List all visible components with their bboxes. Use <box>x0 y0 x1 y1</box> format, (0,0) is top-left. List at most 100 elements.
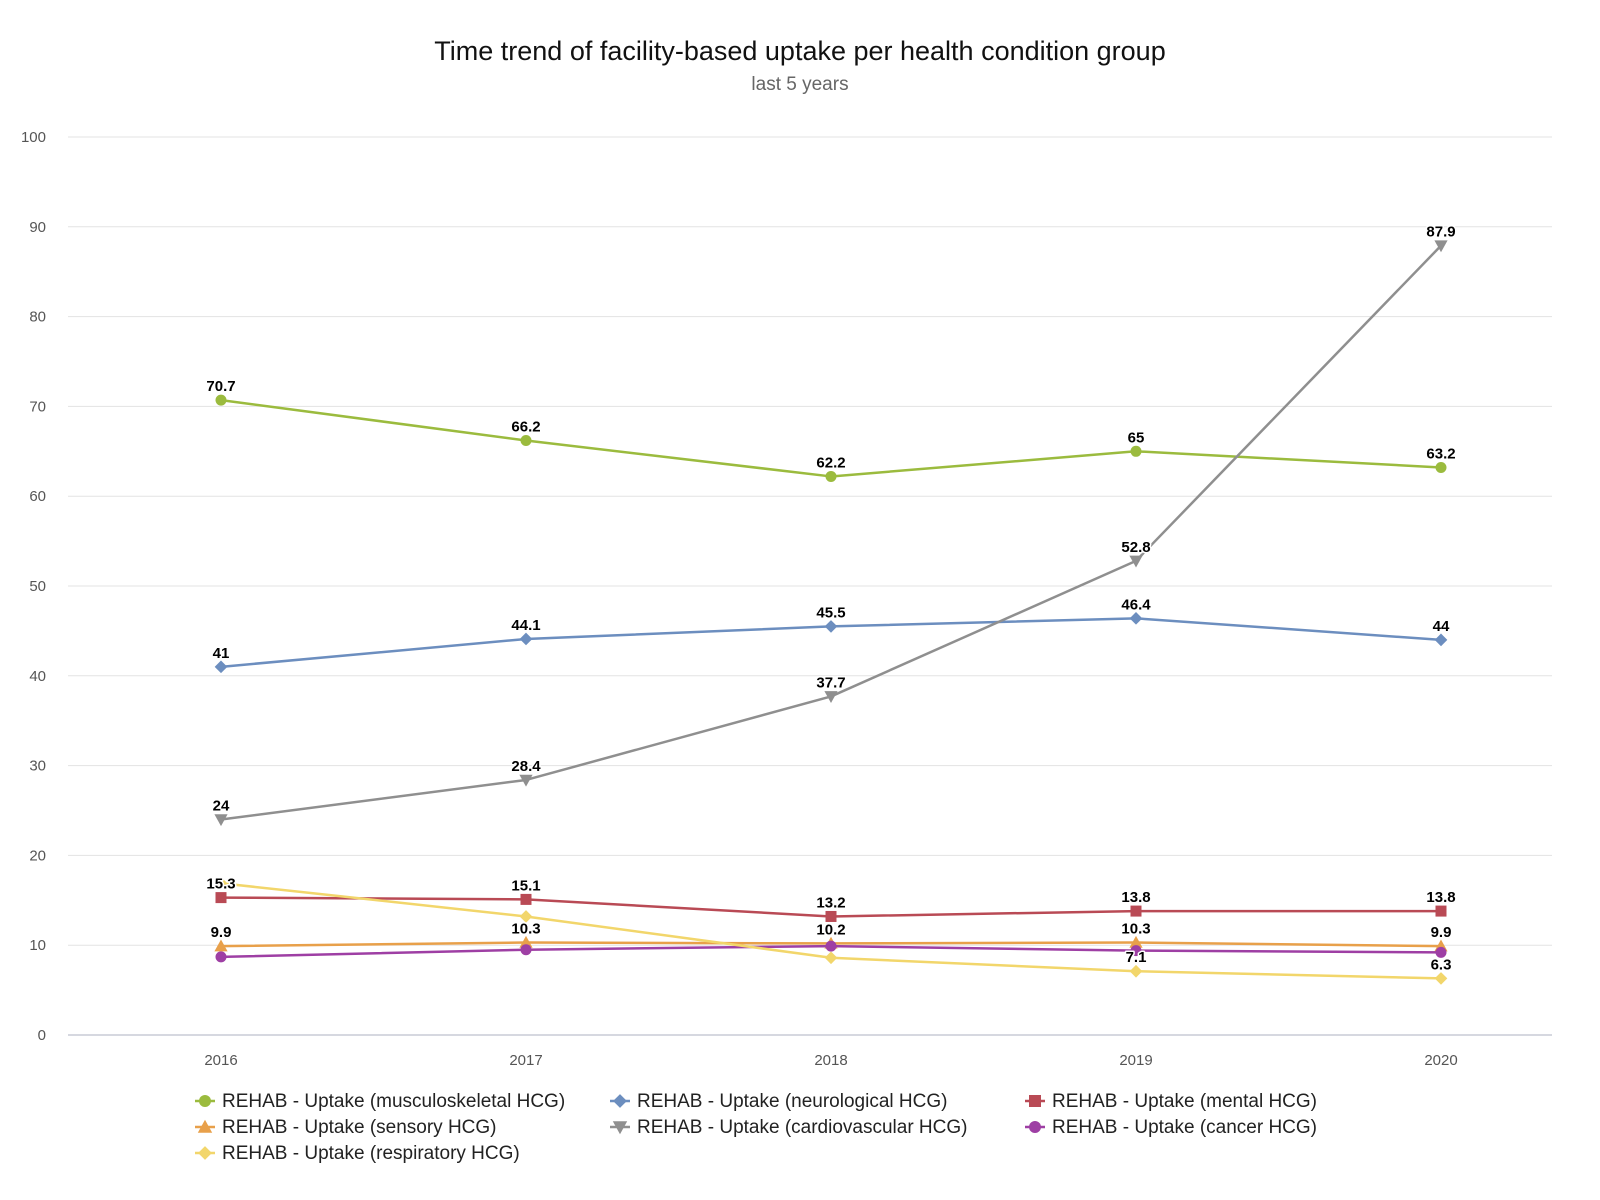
legend-marker[interactable] <box>198 1146 212 1160</box>
data-point[interactable] <box>519 632 533 646</box>
legend-label: REHAB - Uptake (musculoskeletal HCG) <box>222 1091 565 1112</box>
data-point[interactable] <box>1434 972 1448 985</box>
data-label: 28.4 <box>511 758 541 775</box>
data-point[interactable] <box>520 893 532 905</box>
data-label: 63.2 <box>1426 445 1455 462</box>
legend[interactable]: REHAB - Uptake (musculoskeletal HCG) REHA… <box>195 1091 1317 1164</box>
series-1 <box>214 612 1448 674</box>
y-tick-label: 20 <box>29 847 46 864</box>
legend-item[interactable]: REHAB - Uptake (mental HCG) <box>1025 1091 1317 1112</box>
data-point[interactable] <box>519 774 533 787</box>
legend-marker[interactable] <box>613 1094 627 1108</box>
data-label: 13.8 <box>1426 889 1455 906</box>
legend-label: REHAB - Uptake (neurological HCG) <box>637 1091 947 1112</box>
y-tick-label: 100 <box>21 129 46 146</box>
y-tick-label: 10 <box>29 937 46 954</box>
legend-item[interactable]: REHAB - Uptake (neurological HCG) <box>610 1091 947 1112</box>
legend-label: REHAB - Uptake (respiratory HCG) <box>222 1143 520 1164</box>
chart-title: Time trend of facility-based uptake per … <box>434 36 1165 66</box>
data-point[interactable] <box>1129 612 1143 625</box>
data-label: 24 <box>213 797 230 814</box>
data-label: 13.2 <box>816 894 845 911</box>
y-tick-label: 90 <box>29 219 46 236</box>
data-point[interactable] <box>215 951 227 963</box>
data-label: 41 <box>213 645 230 662</box>
grid-layer: 0 10 20 30 40 50 60 70 80 90 100 2016 2017 2018 2019 20… <box>21 129 1552 1069</box>
y-tick-label: 50 <box>29 578 46 595</box>
legend-item[interactable]: REHAB - Uptake (cancer HCG) <box>1025 1117 1317 1138</box>
x-tick-label: 2019 <box>1119 1052 1152 1069</box>
data-label: 62.2 <box>816 454 845 471</box>
data-point[interactable] <box>1435 461 1447 473</box>
data-label: 45.5 <box>816 604 845 621</box>
data-label-layer: 70.7 66.2 62.2 65 63.2 41 44.1 45.5 46.4 44 15.3 15… <box>205 222 1457 975</box>
legend-label: REHAB - Uptake (cardiovascular HCG) <box>637 1117 967 1138</box>
series-line[interactable] <box>220 244 1442 821</box>
data-point[interactable] <box>1130 905 1142 917</box>
y-tick-label: 0 <box>38 1027 46 1044</box>
data-point[interactable] <box>519 935 533 948</box>
data-point[interactable] <box>1435 946 1447 958</box>
data-point[interactable] <box>214 876 228 890</box>
data-point[interactable] <box>1129 935 1143 948</box>
data-point[interactable] <box>214 939 228 952</box>
data-point[interactable] <box>1130 445 1142 457</box>
legend-marker[interactable] <box>197 1119 213 1133</box>
y-tick-label: 70 <box>29 398 46 415</box>
data-point[interactable] <box>214 814 228 827</box>
data-label: 46.4 <box>1121 596 1151 613</box>
legend-item[interactable]: REHAB - Uptake (respiratory HCG) <box>195 1143 520 1164</box>
y-tick-label: 80 <box>29 309 46 326</box>
data-point[interactable] <box>824 691 838 704</box>
data-point[interactable] <box>824 620 838 633</box>
data-label: 7.1 <box>1126 949 1147 966</box>
data-label: 9.9 <box>211 924 232 941</box>
y-tick-label: 40 <box>29 668 46 685</box>
data-label: 6.3 <box>1431 956 1452 973</box>
data-point[interactable] <box>519 910 533 923</box>
chart-subtitle: last 5 years <box>751 74 848 95</box>
data-label: 44.1 <box>511 617 540 634</box>
legend-item[interactable]: REHAB - Uptake (sensory HCG) <box>195 1117 497 1138</box>
data-label: 52.8 <box>1121 539 1150 556</box>
data-point[interactable] <box>825 940 837 952</box>
data-label: 70.7 <box>206 378 235 395</box>
data-label: 37.7 <box>816 674 845 691</box>
legend-marker[interactable] <box>1029 1121 1041 1133</box>
series-2 <box>215 892 1447 922</box>
data-point[interactable] <box>214 660 228 674</box>
legend-item[interactable]: REHAB - Uptake (musculoskeletal HCG) <box>195 1091 565 1112</box>
legend-marker[interactable] <box>612 1121 628 1135</box>
data-point[interactable] <box>215 394 227 406</box>
y-tick-label: 60 <box>29 488 46 505</box>
data-label: 10.3 <box>1121 921 1150 938</box>
x-tick-label: 2016 <box>204 1052 237 1069</box>
data-point[interactable] <box>1129 555 1143 568</box>
data-point[interactable] <box>215 892 227 904</box>
data-point[interactable] <box>825 470 837 482</box>
series-6 <box>214 876 1448 985</box>
legend-label: REHAB - Uptake (cancer HCG) <box>1052 1117 1317 1138</box>
data-point[interactable] <box>520 944 532 956</box>
series-4 <box>214 240 1448 827</box>
data-point[interactable] <box>1434 240 1448 253</box>
data-label: 10.3 <box>511 921 540 938</box>
legend-marker[interactable] <box>199 1095 211 1107</box>
legend-label: REHAB - Uptake (mental HCG) <box>1052 1091 1317 1112</box>
data-point[interactable] <box>1435 905 1447 917</box>
data-label: 13.8 <box>1121 889 1150 906</box>
legend-marker[interactable] <box>1029 1095 1041 1107</box>
data-point[interactable] <box>1129 964 1143 978</box>
legend-item[interactable]: REHAB - Uptake (cardiovascular HCG) <box>610 1117 967 1138</box>
x-tick-label: 2020 <box>1424 1052 1457 1069</box>
data-label: 10.2 <box>816 921 845 938</box>
data-point[interactable] <box>824 951 838 965</box>
data-point[interactable] <box>1130 945 1142 957</box>
data-point[interactable] <box>825 910 837 922</box>
legend-label: REHAB - Uptake (sensory HCG) <box>222 1117 497 1138</box>
data-point[interactable] <box>520 435 532 447</box>
data-point[interactable] <box>1434 633 1448 647</box>
data-label: 15.3 <box>206 876 235 893</box>
